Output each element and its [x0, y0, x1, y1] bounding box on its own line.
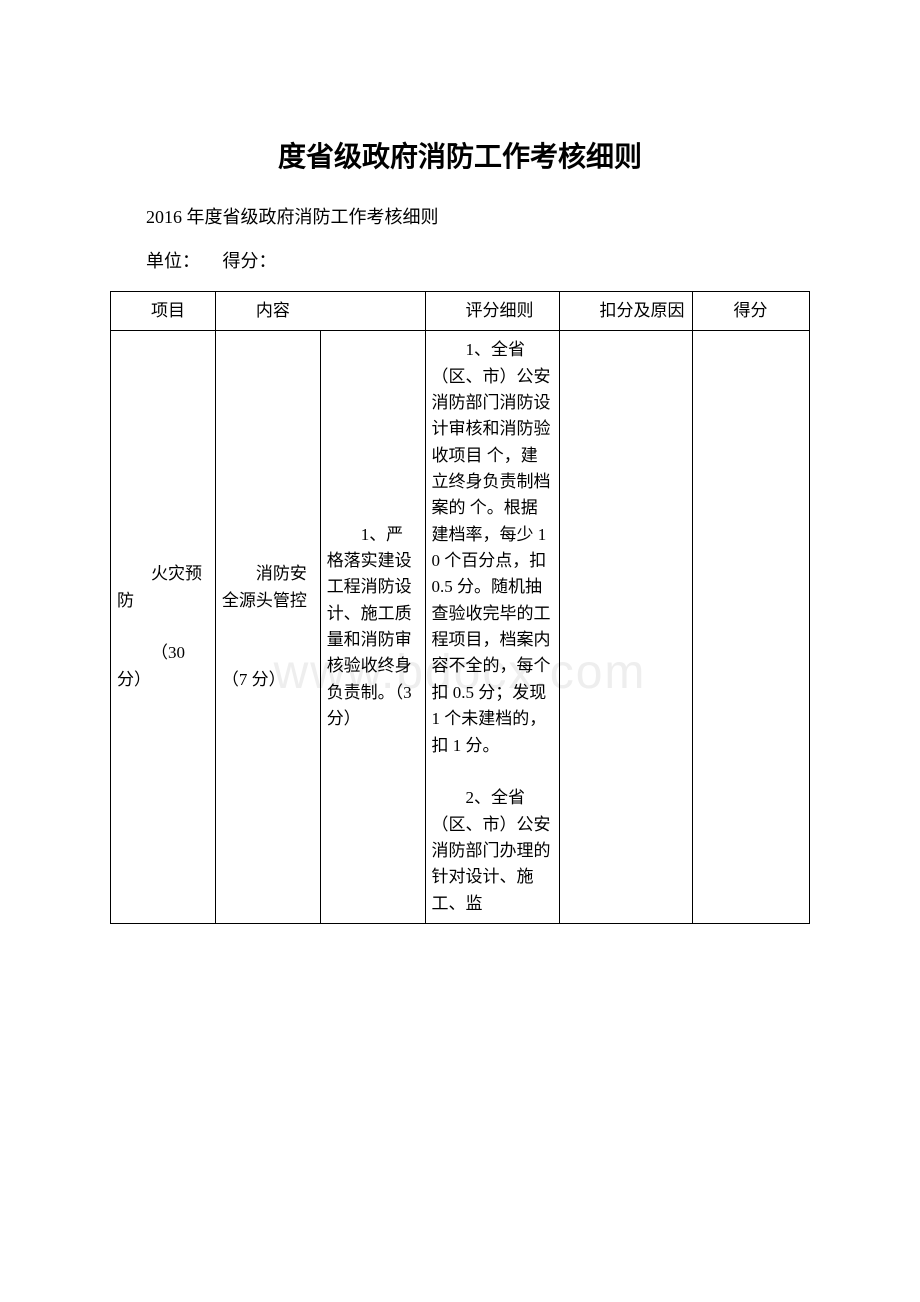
table-header-row: 项目 内容 评分细则 扣分及原因 得分 — [111, 292, 810, 331]
page-title: 度省级政府消防工作考核细则 — [110, 135, 810, 175]
cell-content: 消防安全源头管控 （7 分） — [215, 331, 320, 924]
header-content: 内容 — [215, 292, 425, 331]
header-deduct: 扣分及原因 — [559, 292, 693, 331]
cell-subcontent: 1、严格落实建设工程消防设计、施工质量和消防审核验收终身负责制。（3 分） — [320, 331, 425, 924]
header-score: 得分 — [693, 292, 810, 331]
header-criteria: 评分细则 — [425, 292, 559, 331]
cell-criteria: 1、全省（区、市）公安消防部门消防设计审核和消防验收项目 个，建立终身负责制档案… — [425, 331, 559, 924]
subtitle-line: 2016 年度省级政府消防工作考核细则 — [110, 203, 810, 229]
cell-score — [693, 331, 810, 924]
unit-label: 单位： — [146, 251, 200, 271]
unit-score-line: 单位： 得分： — [110, 247, 810, 273]
header-project: 项目 — [111, 292, 216, 331]
table-row: 火灾预防 （30 分） 消防安全源头管控 （7 分） 1、严格落实建设工程消防设… — [111, 331, 810, 924]
cell-deduct — [559, 331, 693, 924]
score-label: 得分： — [223, 251, 277, 271]
assessment-table: 项目 内容 评分细则 扣分及原因 得分 火灾预防 （30 分） 消防安全源头管控… — [110, 291, 810, 924]
cell-project: 火灾预防 （30 分） — [111, 331, 216, 924]
